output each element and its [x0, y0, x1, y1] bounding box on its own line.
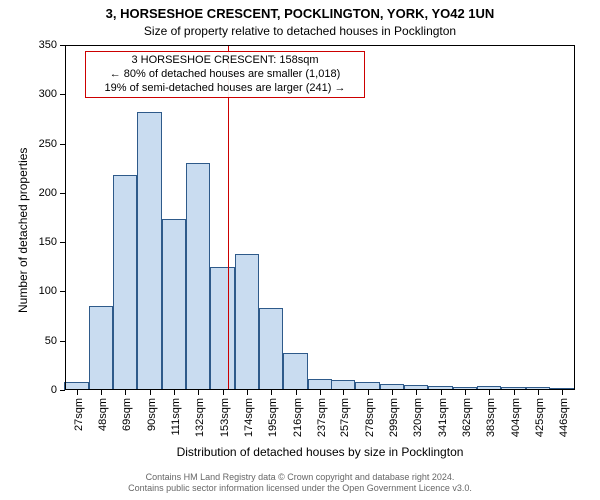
bar	[331, 380, 355, 390]
y-tick-label: 350	[0, 39, 57, 51]
x-tick-label: 257sqm	[339, 398, 351, 437]
x-tick-mark	[174, 390, 175, 395]
bar	[162, 219, 186, 390]
x-tick-label: 341sqm	[437, 398, 449, 437]
x-tick-label: 320sqm	[412, 398, 424, 437]
x-tick-mark	[489, 390, 490, 395]
x-tick-mark	[296, 390, 297, 395]
y-tick-label: 0	[0, 384, 57, 396]
x-tick-mark	[368, 390, 369, 395]
bar	[210, 267, 234, 390]
x-tick-label: 69sqm	[121, 398, 133, 431]
x-tick-label: 237sqm	[316, 398, 328, 437]
x-tick-mark	[271, 390, 272, 395]
annotation-line3: 19% of semi-detached houses are larger (…	[92, 82, 358, 96]
bar	[283, 353, 307, 390]
x-tick-mark	[343, 390, 344, 395]
x-tick-mark	[223, 390, 224, 395]
x-tick-mark	[465, 390, 466, 395]
chart-title-address: 3, HORSESHOE CRESCENT, POCKLINGTON, YORK…	[0, 6, 600, 21]
figure: 3, HORSESHOE CRESCENT, POCKLINGTON, YORK…	[0, 0, 600, 500]
x-tick-label: 48sqm	[97, 398, 109, 431]
x-tick-label: 299sqm	[388, 398, 400, 437]
x-tick-label: 216sqm	[292, 398, 304, 437]
x-tick-label: 404sqm	[510, 398, 522, 437]
plot-area: 3 HORSESHOE CRESCENT: 158sqm ← 80% of de…	[65, 45, 575, 390]
x-tick-label: 362sqm	[461, 398, 473, 437]
x-tick-mark	[247, 390, 248, 395]
y-tick-mark	[60, 45, 65, 46]
x-tick-label: 383sqm	[485, 398, 497, 437]
y-tick-mark	[60, 144, 65, 145]
y-tick-mark	[60, 94, 65, 95]
footer: Contains HM Land Registry data © Crown c…	[0, 472, 600, 494]
x-tick-mark	[320, 390, 321, 395]
bar	[355, 382, 379, 390]
annotation-box: 3 HORSESHOE CRESCENT: 158sqm ← 80% of de…	[85, 51, 365, 98]
x-tick-mark	[125, 390, 126, 395]
y-tick-mark	[60, 193, 65, 194]
annotation-line2: ← 80% of detached houses are smaller (1,…	[92, 68, 358, 82]
y-axis-label: Number of detached properties	[16, 147, 30, 312]
bar	[89, 306, 113, 390]
footer-line2: Contains public sector information licen…	[0, 483, 600, 494]
footer-line1: Contains HM Land Registry data © Crown c…	[0, 472, 600, 483]
x-tick-label: 425sqm	[534, 398, 546, 437]
y-tick-mark	[60, 390, 65, 391]
bar	[186, 163, 210, 390]
x-tick-mark	[198, 390, 199, 395]
bar	[259, 308, 283, 390]
x-tick-mark	[416, 390, 417, 395]
x-tick-label: 132sqm	[194, 398, 206, 437]
x-tick-label: 446sqm	[558, 398, 570, 437]
x-tick-label: 174sqm	[243, 398, 255, 437]
x-tick-mark	[150, 390, 151, 395]
x-tick-label: 195sqm	[267, 398, 279, 437]
x-tick-mark	[77, 390, 78, 395]
bar	[137, 112, 161, 390]
y-tick-mark	[60, 242, 65, 243]
x-tick-mark	[392, 390, 393, 395]
y-tick-label: 300	[0, 88, 57, 100]
x-tick-label: 90sqm	[146, 398, 158, 431]
y-tick-mark	[60, 341, 65, 342]
x-tick-label: 278sqm	[364, 398, 376, 437]
y-tick-mark	[60, 291, 65, 292]
bar	[113, 175, 137, 390]
x-tick-label: 27sqm	[73, 398, 85, 431]
x-tick-label: 153sqm	[219, 398, 231, 437]
x-tick-mark	[514, 390, 515, 395]
x-axis-label: Distribution of detached houses by size …	[65, 445, 575, 459]
bar	[64, 382, 88, 390]
x-tick-mark	[101, 390, 102, 395]
annotation-line1: 3 HORSESHOE CRESCENT: 158sqm	[92, 54, 358, 68]
chart-subtitle: Size of property relative to detached ho…	[0, 24, 600, 38]
x-tick-label: 111sqm	[170, 398, 182, 436]
bar	[235, 254, 259, 390]
y-tick-label: 50	[0, 335, 57, 347]
x-tick-mark	[441, 390, 442, 395]
x-tick-mark	[538, 390, 539, 395]
bar	[308, 379, 332, 390]
x-tick-mark	[562, 390, 563, 395]
